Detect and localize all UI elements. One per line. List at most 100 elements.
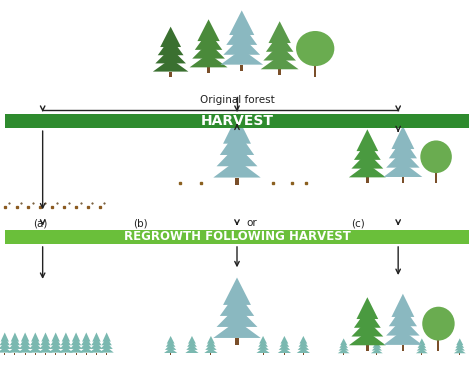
Polygon shape bbox=[81, 337, 91, 345]
Polygon shape bbox=[91, 337, 101, 345]
Polygon shape bbox=[258, 340, 268, 347]
Polygon shape bbox=[373, 342, 381, 348]
Polygon shape bbox=[389, 138, 417, 158]
Polygon shape bbox=[164, 348, 177, 353]
Polygon shape bbox=[30, 337, 40, 345]
Polygon shape bbox=[278, 348, 291, 353]
Polygon shape bbox=[278, 69, 281, 75]
Polygon shape bbox=[69, 347, 83, 353]
Polygon shape bbox=[31, 332, 39, 342]
Polygon shape bbox=[343, 353, 344, 355]
Polygon shape bbox=[220, 49, 263, 64]
Text: or: or bbox=[246, 218, 257, 228]
Polygon shape bbox=[158, 37, 183, 55]
Polygon shape bbox=[100, 342, 113, 349]
Polygon shape bbox=[300, 336, 307, 344]
Polygon shape bbox=[257, 344, 269, 350]
Polygon shape bbox=[266, 33, 293, 52]
Polygon shape bbox=[438, 338, 439, 351]
Polygon shape bbox=[338, 345, 349, 350]
Polygon shape bbox=[0, 347, 12, 353]
Polygon shape bbox=[155, 48, 186, 63]
Polygon shape bbox=[10, 337, 20, 345]
Polygon shape bbox=[38, 347, 53, 353]
Polygon shape bbox=[418, 342, 426, 348]
Polygon shape bbox=[416, 349, 428, 353]
Polygon shape bbox=[376, 353, 377, 355]
Polygon shape bbox=[0, 342, 11, 349]
Polygon shape bbox=[91, 342, 102, 349]
Polygon shape bbox=[372, 345, 382, 350]
Polygon shape bbox=[187, 340, 197, 347]
Polygon shape bbox=[392, 126, 414, 149]
Polygon shape bbox=[52, 332, 60, 342]
Polygon shape bbox=[18, 347, 32, 353]
Polygon shape bbox=[354, 309, 381, 328]
Polygon shape bbox=[102, 332, 111, 342]
Polygon shape bbox=[40, 337, 51, 345]
Polygon shape bbox=[19, 342, 31, 349]
Polygon shape bbox=[235, 178, 238, 185]
Polygon shape bbox=[166, 340, 175, 347]
Polygon shape bbox=[167, 336, 174, 344]
Polygon shape bbox=[62, 332, 70, 342]
Polygon shape bbox=[11, 332, 19, 342]
Text: Original forest: Original forest bbox=[200, 95, 274, 105]
Polygon shape bbox=[165, 344, 176, 350]
Polygon shape bbox=[263, 353, 264, 355]
Polygon shape bbox=[349, 164, 386, 178]
Polygon shape bbox=[101, 337, 112, 345]
Polygon shape bbox=[100, 347, 114, 353]
Polygon shape bbox=[4, 353, 5, 355]
Polygon shape bbox=[169, 72, 172, 77]
Text: (b): (b) bbox=[133, 218, 147, 228]
Polygon shape bbox=[417, 345, 427, 350]
Polygon shape bbox=[82, 332, 91, 342]
Polygon shape bbox=[185, 348, 199, 353]
Polygon shape bbox=[401, 177, 404, 183]
Polygon shape bbox=[186, 344, 198, 350]
Polygon shape bbox=[188, 336, 196, 344]
Polygon shape bbox=[435, 171, 437, 183]
Polygon shape bbox=[366, 178, 369, 183]
Polygon shape bbox=[383, 330, 422, 345]
Polygon shape bbox=[349, 332, 386, 345]
Polygon shape bbox=[386, 150, 419, 168]
Polygon shape bbox=[337, 349, 349, 353]
Polygon shape bbox=[51, 337, 61, 345]
Polygon shape bbox=[25, 353, 26, 355]
Polygon shape bbox=[48, 347, 63, 353]
Polygon shape bbox=[72, 332, 80, 342]
Polygon shape bbox=[256, 348, 270, 353]
Polygon shape bbox=[9, 342, 21, 349]
Polygon shape bbox=[392, 294, 414, 317]
Polygon shape bbox=[204, 348, 218, 353]
Polygon shape bbox=[421, 353, 422, 355]
Polygon shape bbox=[456, 342, 464, 348]
Text: (c): (c) bbox=[351, 218, 365, 228]
Polygon shape bbox=[351, 152, 383, 169]
Polygon shape bbox=[0, 337, 10, 345]
Polygon shape bbox=[280, 340, 289, 347]
Text: REGROWTH FOLLOWING HARVEST: REGROWTH FOLLOWING HARVEST bbox=[124, 230, 350, 243]
Polygon shape bbox=[170, 353, 171, 355]
Polygon shape bbox=[268, 21, 291, 43]
Polygon shape bbox=[71, 337, 81, 345]
Polygon shape bbox=[223, 36, 260, 55]
Polygon shape bbox=[41, 332, 50, 342]
Bar bbox=[5, 230, 469, 244]
Polygon shape bbox=[75, 353, 77, 355]
Polygon shape bbox=[21, 332, 29, 342]
Polygon shape bbox=[240, 64, 243, 71]
Polygon shape bbox=[8, 347, 22, 353]
Polygon shape bbox=[314, 64, 317, 77]
Polygon shape bbox=[229, 10, 254, 35]
Polygon shape bbox=[220, 130, 254, 155]
Polygon shape bbox=[217, 145, 257, 166]
Polygon shape bbox=[401, 345, 404, 351]
Polygon shape bbox=[264, 44, 296, 61]
Polygon shape bbox=[386, 318, 419, 335]
Polygon shape bbox=[160, 27, 181, 47]
Polygon shape bbox=[96, 353, 97, 355]
Polygon shape bbox=[35, 353, 36, 355]
